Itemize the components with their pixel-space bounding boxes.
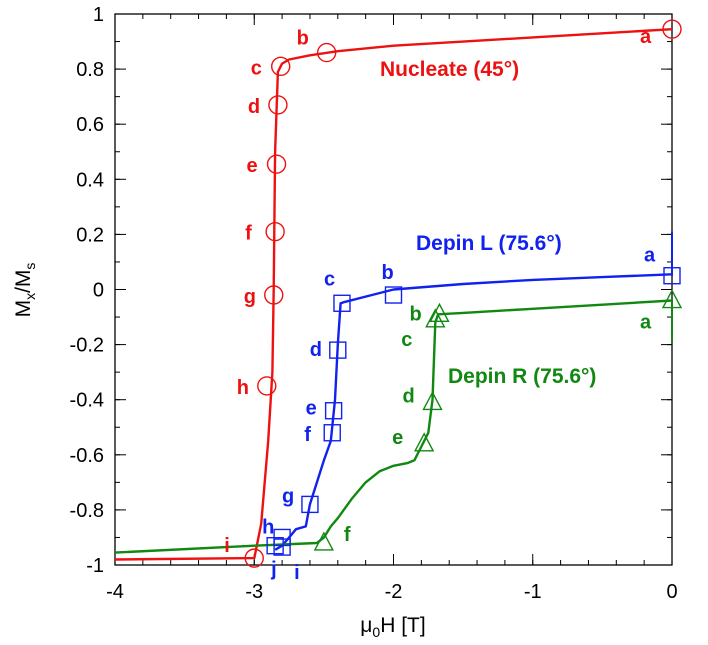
marker-point [662, 19, 682, 39]
point-label: f [344, 524, 351, 546]
y-tick-label: 0.6 [76, 114, 104, 136]
point-label: h [237, 377, 249, 399]
marker-point [266, 154, 287, 174]
series-label-depin-r: Depin R (75.6°) [448, 365, 596, 388]
y-tick-label: 1 [93, 4, 104, 26]
point-label: i [224, 535, 230, 557]
marker-point [324, 402, 343, 420]
point-label: d [248, 96, 260, 118]
point-label: f [245, 223, 252, 245]
point-label: c [324, 268, 335, 290]
marker-point [429, 302, 450, 322]
x-axis-title: μ0H [T] [360, 614, 425, 640]
x-tick-label: -3 [245, 581, 263, 603]
y-tick-label: -0.2 [70, 335, 104, 357]
point-label: d [310, 339, 322, 361]
series-label-nucleate: Nucleate (45°) [380, 58, 519, 81]
series-curves [114, 28, 673, 561]
point-label: a [644, 245, 656, 267]
marker-point [264, 285, 284, 305]
series-label-depin-l: Depin L (75.6°) [416, 232, 562, 255]
marker-point [244, 548, 264, 568]
point-label: f [304, 424, 311, 446]
marker-point [273, 538, 291, 556]
marker-point [663, 267, 681, 285]
marker-point [316, 42, 337, 63]
point-label: g [244, 286, 256, 308]
y-tick-label: 0.4 [76, 169, 104, 191]
marker-point [268, 95, 288, 115]
marker-point [266, 537, 284, 555]
point-label: a [640, 312, 652, 334]
marker-point [329, 341, 347, 359]
marker-point [265, 221, 285, 242]
point-label: j [270, 559, 277, 581]
point-label: g [282, 485, 294, 507]
series-line-2 [114, 299, 673, 554]
marker-point [313, 531, 335, 551]
marker-point [323, 424, 341, 442]
y-axis-title: Mx/Ms [12, 263, 38, 318]
point-label: b [409, 303, 421, 325]
y-tick-label: 0.8 [76, 59, 104, 81]
marker-point [301, 495, 319, 514]
x-tick-label: 0 [666, 581, 677, 603]
marker-point [384, 286, 403, 304]
y-tick-label: -0.8 [70, 500, 104, 522]
series-line-0 [114, 28, 673, 561]
y-tick-label: -1 [86, 555, 104, 577]
marker-point [422, 390, 443, 411]
marker-point [425, 308, 446, 328]
point-label: c [401, 329, 412, 351]
y-tick-label: 0 [93, 280, 104, 302]
point-label: c [251, 57, 262, 79]
y-tick-label: -0.6 [70, 445, 104, 467]
point-label: b [382, 262, 394, 284]
point-label: b [297, 28, 309, 50]
point-label: d [402, 385, 414, 407]
marker-point [661, 289, 683, 309]
y-tick-label: 0.2 [76, 224, 104, 246]
point-label: i [294, 562, 300, 584]
x-tick-label: -1 [524, 581, 542, 603]
marker-point [333, 294, 351, 312]
point-label: a [640, 26, 652, 48]
x-tick-label: -2 [385, 581, 403, 603]
point-label: h [262, 516, 274, 538]
y-tick-label: -0.4 [70, 390, 104, 412]
marker-point [257, 376, 277, 396]
axis-ticks: -4 -3 -2 -1 0 -1 -0.8 -0.6 -0.4 -0.2 0 0.2 0.4 0.6 0.8… [70, 4, 678, 603]
point-label: e [247, 155, 258, 177]
marker-point [271, 56, 291, 77]
point-label: e [306, 398, 317, 420]
series-line-1 [274, 273, 673, 551]
series-markers [244, 19, 683, 568]
point-label: e [392, 427, 403, 449]
x-tick-label: -4 [106, 581, 124, 603]
marker-point [413, 432, 435, 452]
